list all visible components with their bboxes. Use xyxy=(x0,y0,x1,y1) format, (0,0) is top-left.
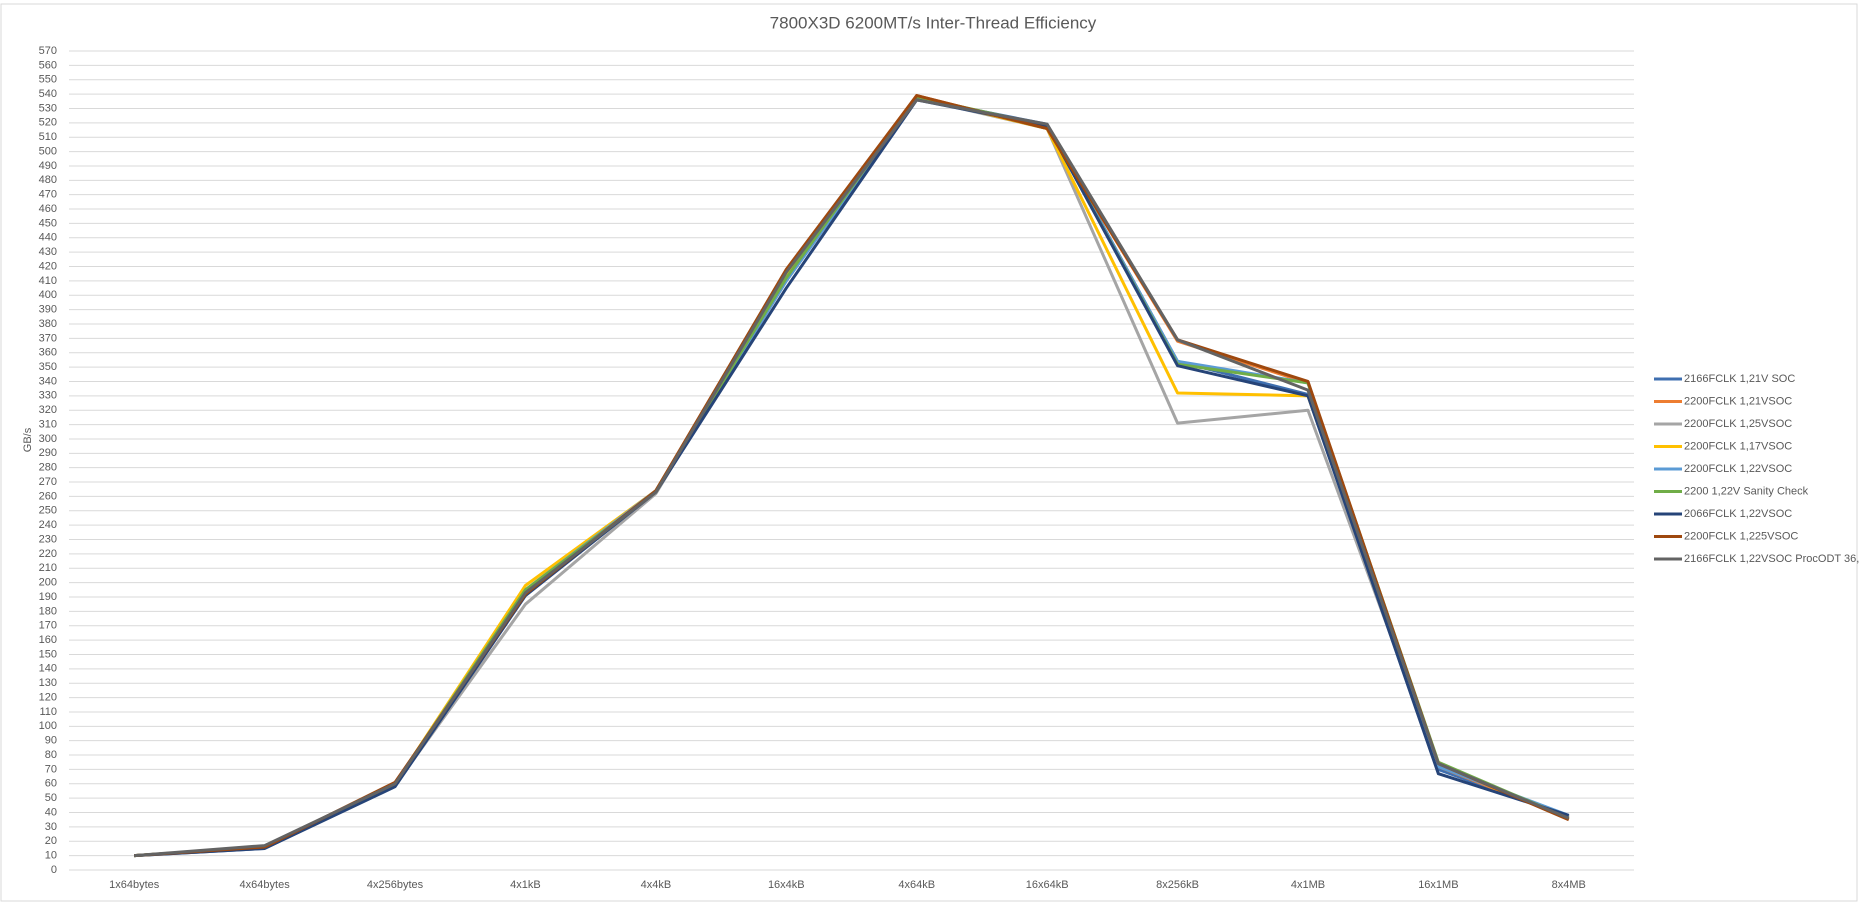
y-tick-label: 80 xyxy=(45,749,57,761)
legend-label: 2200FCLK 1,17VSOC xyxy=(1684,440,1792,452)
x-tick-label: 4x4kB xyxy=(641,879,672,891)
y-tick-label: 110 xyxy=(39,706,57,718)
chart-area xyxy=(0,3,1858,902)
y-tick-label: 320 xyxy=(39,404,57,416)
y-tick-label: 190 xyxy=(39,591,57,603)
x-tick-label: 4x1kB xyxy=(510,879,541,891)
y-tick-label: 450 xyxy=(39,217,57,229)
y-tick-label: 510 xyxy=(39,131,57,143)
y-tick-label: 500 xyxy=(39,145,57,157)
y-tick-label: 390 xyxy=(39,304,57,316)
x-tick-label: 4x256bytes xyxy=(367,879,424,891)
y-tick-label: 350 xyxy=(39,361,57,373)
x-tick-label: 4x64kB xyxy=(898,879,935,891)
y-tick-label: 340 xyxy=(39,375,57,387)
y-tick-label: 520 xyxy=(39,117,57,129)
y-tick-label: 150 xyxy=(39,648,57,660)
y-tick-label: 0 xyxy=(51,864,57,876)
x-tick-label: 4x64bytes xyxy=(240,879,291,891)
y-tick-label: 550 xyxy=(39,74,57,86)
y-tick-label: 90 xyxy=(45,735,57,747)
y-tick-label: 380 xyxy=(39,318,57,330)
y-tick-label: 400 xyxy=(39,289,57,301)
y-tick-label: 100 xyxy=(39,720,57,732)
series-line xyxy=(134,98,1570,858)
x-tick-label: 16x64kB xyxy=(1026,879,1069,891)
x-tick-label: 4x1MB xyxy=(1291,879,1325,891)
y-tick-label: 120 xyxy=(39,691,57,703)
y-tick-label: 290 xyxy=(39,447,57,459)
y-tick-label: 280 xyxy=(39,462,57,474)
y-tick-label: 270 xyxy=(39,476,57,488)
y-tick-label: 570 xyxy=(39,45,57,57)
y-tick-label: 160 xyxy=(39,634,57,646)
x-tick-label: 16x4kB xyxy=(768,879,805,891)
y-tick-label: 70 xyxy=(45,763,57,775)
x-tick-label: 8x4MB xyxy=(1552,879,1586,891)
y-tick-label: 410 xyxy=(39,275,57,287)
y-tick-label: 40 xyxy=(45,806,57,818)
y-tick-label: 20 xyxy=(45,835,57,847)
y-tick-label: 540 xyxy=(39,88,57,100)
y-tick-label: 170 xyxy=(39,620,57,632)
chart-title: 7800X3D 6200MT/s Inter-Thread Efficiency xyxy=(770,13,1097,32)
y-tick-label: 310 xyxy=(39,418,57,430)
y-axis-label: GB/s xyxy=(22,427,34,452)
x-tick-label: 8x256kB xyxy=(1156,879,1199,891)
legend-label: 2066FCLK 1,22VSOC xyxy=(1684,508,1792,520)
y-tick-label: 430 xyxy=(39,246,57,258)
y-tick-label: 220 xyxy=(39,548,57,560)
y-tick-label: 260 xyxy=(39,490,57,502)
y-tick-label: 440 xyxy=(39,232,57,244)
legend-label: 2166FCLK 1,22VSOC ProcODT 36,9 xyxy=(1684,553,1859,565)
legend-label: 2200FCLK 1,22VSOC xyxy=(1684,463,1792,475)
series-line xyxy=(134,98,1570,858)
y-tick-label: 130 xyxy=(39,677,57,689)
y-tick-label: 210 xyxy=(39,562,57,574)
y-tick-label: 250 xyxy=(39,505,57,517)
legend-label: 2166FCLK 1,21V SOC xyxy=(1684,373,1795,385)
y-tick-label: 240 xyxy=(39,519,57,531)
y-tick-label: 560 xyxy=(39,59,57,71)
y-tick-label: 460 xyxy=(39,203,57,215)
legend-label: 2200FCLK 1,21VSOC xyxy=(1684,395,1792,407)
y-tick-label: 10 xyxy=(45,850,57,862)
x-tick-label: 1x64bytes xyxy=(109,879,160,891)
y-tick-label: 530 xyxy=(39,102,57,114)
y-tick-label: 140 xyxy=(39,663,57,675)
y-tick-label: 370 xyxy=(39,332,57,344)
legend-label: 2200FCLK 1,225VSOC xyxy=(1684,530,1798,542)
y-tick-label: 200 xyxy=(39,577,57,589)
y-tick-label: 470 xyxy=(39,189,57,201)
x-tick-label: 16x1MB xyxy=(1418,879,1458,891)
y-tick-label: 180 xyxy=(39,605,57,617)
legend-label: 2200 1,22V Sanity Check xyxy=(1684,485,1809,497)
y-tick-label: 480 xyxy=(39,174,57,186)
y-tick-label: 490 xyxy=(39,160,57,172)
y-tick-label: 230 xyxy=(39,533,57,545)
y-tick-label: 360 xyxy=(39,347,57,359)
y-tick-label: 330 xyxy=(39,390,57,402)
y-tick-label: 30 xyxy=(45,821,57,833)
legend-label: 2200FCLK 1,25VSOC xyxy=(1684,418,1792,430)
y-tick-label: 60 xyxy=(45,778,57,790)
y-tick-label: 420 xyxy=(39,260,57,272)
y-tick-label: 50 xyxy=(45,792,57,804)
y-tick-label: 300 xyxy=(39,433,57,445)
